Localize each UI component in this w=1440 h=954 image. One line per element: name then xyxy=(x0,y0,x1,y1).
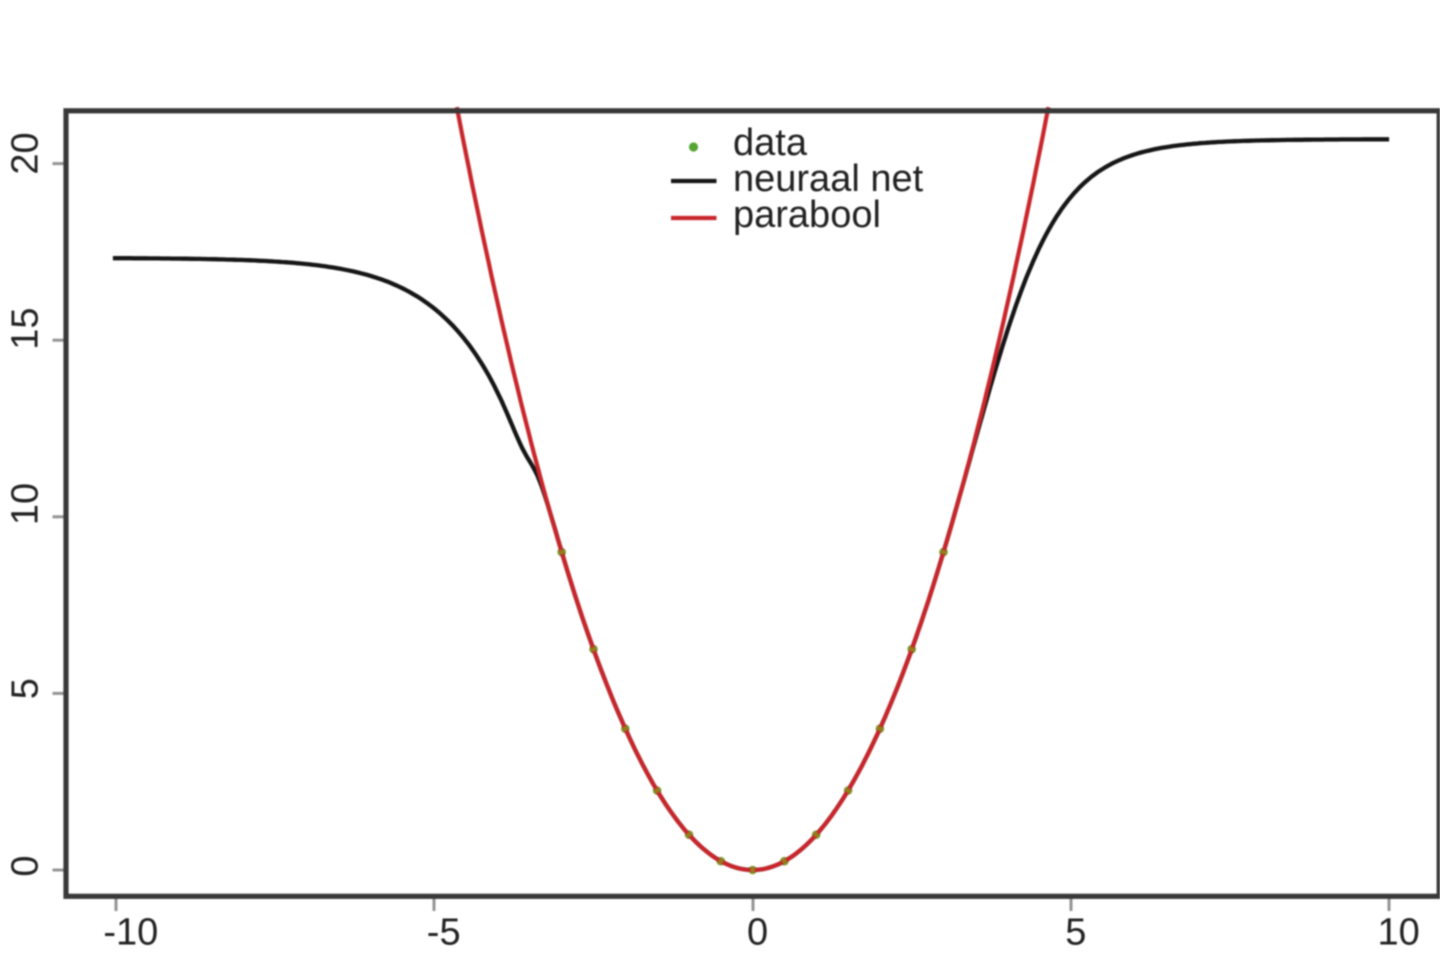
svg-text:-10: -10 xyxy=(103,912,158,954)
svg-text:10: 10 xyxy=(1378,912,1420,954)
svg-text:data: data xyxy=(733,122,808,164)
svg-text:20: 20 xyxy=(5,132,47,174)
svg-text:-5: -5 xyxy=(427,912,461,954)
svg-text:5: 5 xyxy=(5,678,47,699)
svg-text:10: 10 xyxy=(5,483,47,525)
svg-text:neuraal net: neuraal net xyxy=(733,158,924,200)
svg-text:0: 0 xyxy=(5,855,47,876)
svg-text:5: 5 xyxy=(1065,912,1086,954)
svg-text:0: 0 xyxy=(747,912,768,954)
svg-text:parabool: parabool xyxy=(733,194,881,236)
svg-text:15: 15 xyxy=(5,307,47,349)
